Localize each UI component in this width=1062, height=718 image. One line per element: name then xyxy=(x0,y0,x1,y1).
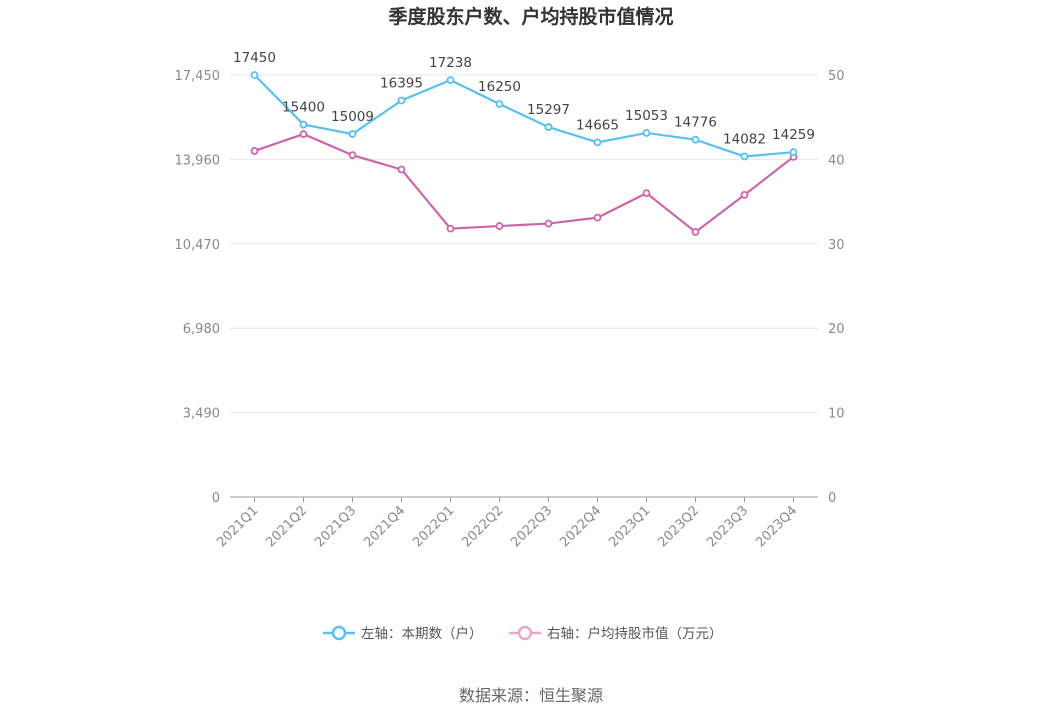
series1-point[interactable] xyxy=(446,76,455,85)
left-tick-label: 6,980 xyxy=(183,322,220,337)
left-tick-label: 3,490 xyxy=(183,407,220,422)
data-labels: 17450 15400 15009 16395 17238 16250 15297 14665… xyxy=(233,50,815,147)
series1-point[interactable] xyxy=(642,129,651,137)
series2-line xyxy=(254,132,795,234)
series1-point[interactable] xyxy=(495,100,504,108)
series1-point[interactable] xyxy=(740,152,749,161)
series1-point[interactable] xyxy=(593,138,602,147)
legend-series1-marker-icon xyxy=(331,625,347,641)
series2-point[interactable] xyxy=(299,130,308,138)
series1-data-label: 17238 xyxy=(429,55,472,71)
legend-item-series2[interactable]: 右轴：户均持股市值（万元） xyxy=(509,625,723,642)
series2-point[interactable] xyxy=(740,190,749,199)
series-lines xyxy=(253,74,795,234)
x-tick-label: 2023Q2 xyxy=(655,503,702,550)
left-tick-label: 10,470 xyxy=(175,238,221,253)
left-axis-ticks: 0 3,490 6,980 10,470 13,960 17,450 xyxy=(175,69,221,506)
series1-data-label: 15053 xyxy=(625,108,668,124)
series1-line xyxy=(253,74,794,158)
series1-data-label: 14665 xyxy=(576,117,619,133)
x-tick-label: 2022Q3 xyxy=(508,503,555,550)
series1-data-label: 15400 xyxy=(282,100,325,116)
legend-series2-label: 右轴：户均持股市值（万元） xyxy=(547,625,723,642)
series2-point[interactable] xyxy=(397,165,406,174)
series1-point[interactable] xyxy=(299,120,308,129)
series1-data-label: 15297 xyxy=(527,102,570,118)
series2-point[interactable] xyxy=(495,222,504,230)
left-tick-label: 0 xyxy=(212,491,220,506)
x-tick-label: 2023Q1 xyxy=(606,503,653,550)
x-tick-label: 2023Q4 xyxy=(753,503,800,550)
series1-data-label: 14259 xyxy=(772,127,815,143)
x-tick-label: 2022Q1 xyxy=(410,503,457,550)
series1-data-label: 14082 xyxy=(723,131,766,147)
x-axis-ticks: 2021Q1 2021Q2 2021Q3 2021Q4 2022Q1 2022Q2 2022… xyxy=(214,503,800,550)
series2-point[interactable] xyxy=(642,189,651,198)
left-tick-label: 13,960 xyxy=(175,153,221,168)
legend-item-series1[interactable]: 左轴：本期数（户） xyxy=(323,625,483,642)
series2-point[interactable] xyxy=(348,151,357,160)
series1-point[interactable] xyxy=(250,71,259,79)
left-tick-label: 17,450 xyxy=(175,69,221,84)
grid-lines xyxy=(230,74,818,414)
legend: 左轴：本期数（户） 右轴：户均持股市值（万元） xyxy=(323,625,723,642)
x-tick-label: 2021Q4 xyxy=(361,503,408,550)
series1-data-label: 14776 xyxy=(674,115,717,131)
right-tick-label: 30 xyxy=(828,238,845,253)
right-tick-label: 0 xyxy=(828,491,836,506)
series1-data-label: 17450 xyxy=(233,50,276,66)
legend-series1-label: 左轴：本期数（户） xyxy=(361,625,483,642)
series2-point[interactable] xyxy=(691,228,700,236)
series2-point[interactable] xyxy=(593,213,602,222)
x-tick-label: 2021Q1 xyxy=(214,503,261,550)
series1-point[interactable] xyxy=(789,148,798,157)
axes xyxy=(230,496,818,502)
series1-point[interactable] xyxy=(348,130,357,138)
right-tick-label: 40 xyxy=(828,153,845,168)
data-source: 数据来源：恒生聚源 xyxy=(459,686,603,705)
right-tick-label: 20 xyxy=(828,322,845,337)
right-axis-ticks: 0 10 20 30 40 50 xyxy=(828,69,845,506)
x-tick-label: 2023Q3 xyxy=(704,503,751,550)
right-tick-label: 10 xyxy=(828,407,845,422)
series2-point[interactable] xyxy=(446,224,455,233)
legend-series2-marker-icon xyxy=(517,625,533,641)
x-tick-label: 2022Q4 xyxy=(557,503,604,550)
series1-point[interactable] xyxy=(397,96,406,105)
series1-point[interactable] xyxy=(691,135,700,144)
series1-point[interactable] xyxy=(544,123,553,131)
x-tick-label: 2021Q3 xyxy=(312,503,359,550)
series2-point[interactable] xyxy=(544,219,553,228)
right-tick-label: 50 xyxy=(828,69,845,84)
series1-data-label: 16395 xyxy=(380,76,423,92)
series1-data-label: 16250 xyxy=(478,79,521,95)
chart-title: 季度股东户数、户均持股市值情况 xyxy=(388,5,673,28)
series2-point[interactable] xyxy=(250,147,259,155)
series-points xyxy=(250,71,798,236)
x-tick-label: 2021Q2 xyxy=(263,503,310,550)
x-tick-label: 2022Q2 xyxy=(459,503,506,550)
series1-data-label: 15009 xyxy=(331,109,374,125)
